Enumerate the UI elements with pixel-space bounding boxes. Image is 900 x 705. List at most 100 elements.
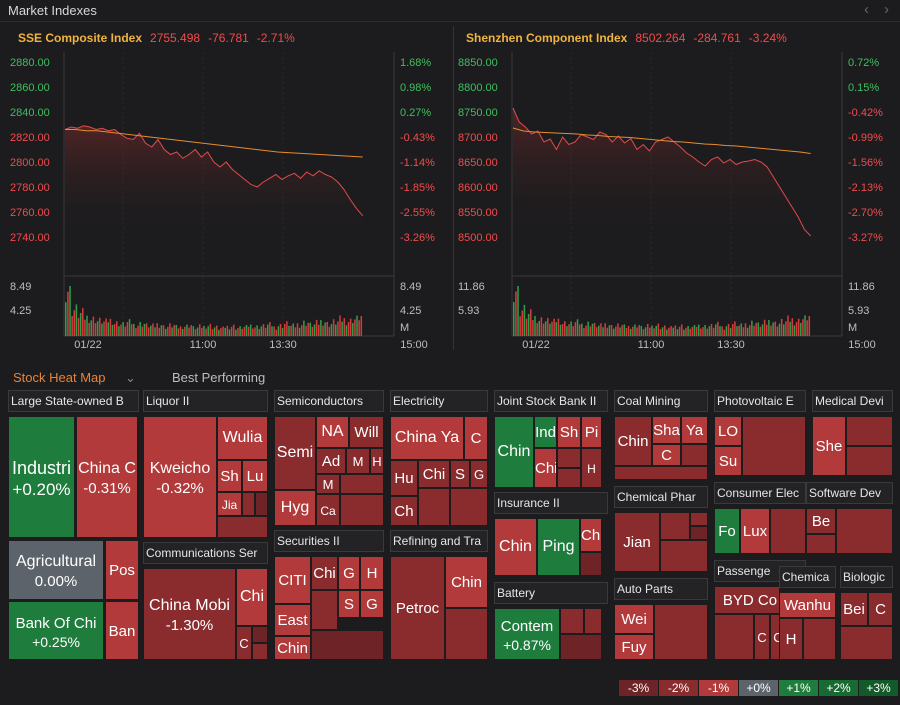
- stock-tile-minor[interactable]: [846, 446, 893, 476]
- sector-title[interactable]: Passenge: [714, 560, 806, 582]
- stock-tile[interactable]: Chin: [614, 416, 652, 466]
- stock-tile-minor[interactable]: [690, 512, 708, 526]
- stock-tile[interactable]: East: [274, 604, 311, 636]
- tab-best-performing[interactable]: Best Performing: [172, 370, 266, 385]
- sector-block[interactable]: Medical Devi She: [812, 390, 893, 476]
- stock-tile-minor[interactable]: [311, 590, 338, 630]
- stock-tile-minor[interactable]: [580, 552, 602, 576]
- stock-tile-minor[interactable]: [450, 488, 488, 526]
- stock-tile[interactable]: Su: [714, 446, 742, 476]
- stock-tile[interactable]: Ya: [681, 416, 708, 444]
- stock-tile[interactable]: Chi: [534, 448, 557, 488]
- sse-index-panel[interactable]: SSE Composite Index 2755.498 -76.781 -2.71%…: [8, 24, 448, 352]
- stock-tile[interactable]: Hu: [390, 460, 418, 496]
- sector-title[interactable]: Chemical Phar: [614, 486, 708, 508]
- stock-tile[interactable]: Chin: [494, 416, 534, 488]
- tab-stock-heat-map[interactable]: Stock Heat Map: [13, 370, 106, 385]
- sector-title[interactable]: Auto Parts: [614, 578, 708, 600]
- stock-tile-minor[interactable]: [560, 608, 584, 634]
- stock-tile[interactable]: Chin: [445, 556, 488, 608]
- stock-tile[interactable]: Industri +0.20%: [8, 416, 75, 538]
- stock-tile[interactable]: Pos: [105, 540, 139, 600]
- stock-tile[interactable]: Sha: [652, 416, 681, 444]
- stock-tile-minor[interactable]: [614, 466, 708, 480]
- sector-block[interactable]: Consumer Elec Fo Lux: [714, 482, 806, 554]
- stock-tile-minor[interactable]: [660, 512, 690, 540]
- stock-tile-minor[interactable]: [217, 516, 268, 538]
- sector-block[interactable]: Refining and Tra Petroc Chin: [390, 530, 488, 660]
- stock-tile[interactable]: Chi: [418, 460, 450, 488]
- stock-tile[interactable]: C: [464, 416, 488, 460]
- stock-tile[interactable]: CITI: [274, 556, 311, 604]
- sector-block[interactable]: Software Dev Be: [806, 482, 893, 554]
- sector-title[interactable]: Photovoltaic E: [714, 390, 806, 412]
- sector-title[interactable]: Coal Mining: [614, 390, 708, 412]
- stock-tile[interactable]: C: [236, 626, 252, 660]
- stock-tile[interactable]: Will: [349, 416, 384, 448]
- stock-tile-minor[interactable]: [840, 626, 893, 660]
- stock-tile[interactable]: Fuy: [614, 634, 654, 660]
- stock-tile[interactable]: Semi: [274, 416, 316, 490]
- stock-tile-minor[interactable]: [714, 614, 754, 660]
- stock-tile-minor[interactable]: [252, 626, 268, 643]
- stock-tile[interactable]: Chi: [580, 518, 602, 552]
- stock-tile[interactable]: Pi: [581, 416, 602, 448]
- stock-tile-minor[interactable]: [660, 540, 708, 572]
- stock-tile[interactable]: Ping: [537, 518, 580, 576]
- sector-title[interactable]: Battery: [494, 582, 608, 604]
- sector-block[interactable]: Liquor II Kweicho -0.32% Wulia Sh Lu Jia: [143, 390, 268, 538]
- sector-title[interactable]: Electricity: [390, 390, 488, 412]
- stock-tile-minor[interactable]: [803, 618, 836, 660]
- stock-tile[interactable]: Chin: [274, 636, 311, 660]
- sector-title[interactable]: Joint Stock Bank II: [494, 390, 608, 412]
- stock-tile[interactable]: Ad: [316, 448, 346, 474]
- stock-tile[interactable]: H: [581, 448, 602, 488]
- stock-tile[interactable]: H: [370, 448, 384, 474]
- stock-tile[interactable]: M: [346, 448, 370, 474]
- stock-tile-minor[interactable]: [340, 494, 384, 526]
- stock-tile[interactable]: Be: [806, 508, 836, 534]
- stock-tile[interactable]: Kweicho -0.32%: [143, 416, 217, 538]
- sector-block[interactable]: Photovoltaic E LO Su: [714, 390, 806, 476]
- stock-tile-minor[interactable]: [836, 508, 893, 554]
- stock-tile[interactable]: Hyg: [274, 490, 316, 526]
- stock-tile[interactable]: M: [316, 474, 340, 494]
- stock-tile-minor[interactable]: [681, 444, 708, 466]
- stock-tile-minor[interactable]: [584, 608, 602, 634]
- stock-tile[interactable]: Bei: [840, 592, 868, 626]
- stock-tile[interactable]: Wei: [614, 604, 654, 634]
- stock-tile[interactable]: Chin: [494, 518, 537, 576]
- stock-tile[interactable]: Ca: [316, 494, 340, 526]
- stock-tile[interactable]: China C -0.31%: [76, 416, 138, 538]
- stock-tile[interactable]: C: [754, 614, 770, 660]
- stock-tile-minor[interactable]: [340, 474, 384, 494]
- stock-tile[interactable]: She: [812, 416, 846, 476]
- sector-title[interactable]: Insurance II: [494, 492, 608, 514]
- stock-tile-minor[interactable]: [311, 630, 384, 660]
- sector-block[interactable]: Semiconductors Semi NA Will Ad M H M Hyg Ca: [274, 390, 384, 526]
- stock-tile[interactable]: Petroc: [390, 556, 445, 660]
- stock-tile[interactable]: Wulia: [217, 416, 268, 460]
- stock-tile-minor[interactable]: [560, 634, 602, 660]
- sector-title[interactable]: Biologic: [840, 566, 893, 588]
- index-chart[interactable]: 2880.00 1.68% 2860.00 0.98% 2840.00 0.27% 2820…: [8, 24, 448, 352]
- sector-title[interactable]: Consumer Elec: [714, 482, 806, 504]
- stock-tile[interactable]: China Ya: [390, 416, 464, 460]
- sector-title[interactable]: Liquor II: [143, 390, 268, 412]
- stock-tile[interactable]: LO: [714, 416, 742, 446]
- stock-tile[interactable]: Sh: [557, 416, 581, 448]
- sector-block[interactable]: Electricity China Ya C Hu Chi S G Ch: [390, 390, 488, 526]
- stock-tile[interactable]: S: [450, 460, 470, 488]
- stock-tile[interactable]: Lux: [740, 508, 770, 554]
- szse-index-panel[interactable]: Shenzhen Component Index 8502.264 -284.761…: [456, 24, 896, 352]
- sector-title[interactable]: Securities II: [274, 530, 384, 552]
- stock-tile[interactable]: Ban: [105, 601, 139, 660]
- stock-tile[interactable]: Fo: [714, 508, 740, 554]
- stock-tile[interactable]: H: [779, 618, 803, 660]
- stock-tile[interactable]: NA: [316, 416, 349, 448]
- sector-title[interactable]: Refining and Tra: [390, 530, 488, 552]
- stock-tile[interactable]: Chi: [236, 568, 268, 626]
- stock-tile[interactable]: Lu: [242, 460, 268, 492]
- sector-block[interactable]: Biologic Bei C: [840, 566, 893, 660]
- chevron-down-icon[interactable]: ⌄: [125, 370, 136, 385]
